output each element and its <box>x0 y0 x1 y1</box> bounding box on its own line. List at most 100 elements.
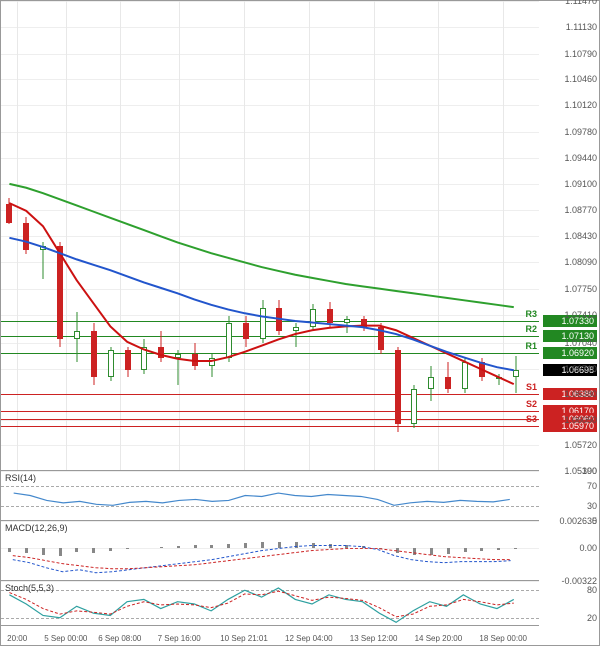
macd-hist-bar <box>295 542 298 548</box>
macd-hist-bar <box>261 542 264 548</box>
y-tick-label: 1.06710 <box>564 364 597 374</box>
x-tick-label: 13 Sep 12:00 <box>350 634 398 643</box>
sr-line-S3 <box>1 426 539 427</box>
y-tick-label: 1.07410 <box>564 310 597 320</box>
gridline-h <box>1 132 539 133</box>
y-axis-right: 1.053901.057201.060501.063801.067101.070… <box>539 1 599 645</box>
stoch-y-label: 20 <box>587 613 597 623</box>
rsi-overlay <box>1 471 539 520</box>
macd-hist-bar <box>126 548 129 549</box>
x-tick-label: 7 Sep 16:00 <box>158 634 201 643</box>
macd-panel[interactable]: MACD(12,26,9) <box>1 521 539 581</box>
macd-hist-bar <box>244 543 247 548</box>
gridline-h <box>1 158 539 159</box>
gridline-h <box>1 289 539 290</box>
x-tick-label: 12 Sep 04:00 <box>285 634 333 643</box>
y-tick-label: 1.07040 <box>564 338 597 348</box>
macd-gridline <box>1 548 539 549</box>
gridline-h <box>1 210 539 211</box>
gridline-v <box>309 1 310 470</box>
sr-line-R2 <box>1 336 539 337</box>
stoch-gridline <box>1 618 539 619</box>
rsi-y-label: 30 <box>587 501 597 511</box>
stoch-panel[interactable]: Stoch(5,5,3) <box>1 581 539 627</box>
macd-hist-bar <box>480 548 483 551</box>
gridline-v <box>66 1 67 470</box>
macd-hist-bar <box>413 548 416 555</box>
macd-hist-bar <box>194 545 197 548</box>
macd-hist-bar <box>210 545 213 548</box>
y-tick-label: 1.08430 <box>564 231 597 241</box>
y-tick-label: 1.07750 <box>564 284 597 294</box>
macd-hist-bar <box>345 545 348 548</box>
gridline-v <box>503 1 504 470</box>
gridline-v <box>244 1 245 470</box>
macd-y-label: 0.00 <box>579 543 597 553</box>
x-tick-label: 14 Sep 20:00 <box>415 634 463 643</box>
macd-hist-bar <box>312 543 315 548</box>
x-tick-label: 18 Sep 00:00 <box>479 634 527 643</box>
stoch-label: Stoch(5,5,3) <box>5 583 54 593</box>
gridline-h <box>1 184 539 185</box>
rsi-label: RSI(14) <box>5 473 36 483</box>
y-tick-label: 1.10790 <box>564 49 597 59</box>
macd-hist-bar <box>278 542 281 548</box>
y-tick-label: 1.09100 <box>564 179 597 189</box>
y-tick-label: 1.06050 <box>564 415 597 425</box>
y-tick-label: 1.09780 <box>564 127 597 137</box>
macd-overlay <box>1 521 539 580</box>
stoch-overlay <box>1 581 539 627</box>
y-tick-label: 1.08090 <box>564 257 597 267</box>
stoch-gridline <box>1 590 539 591</box>
gridline-v <box>179 1 180 470</box>
macd-hist-bar <box>430 548 433 555</box>
rsi-gridline <box>1 471 539 472</box>
main-price-panel[interactable]: R31.07330R21.07130R11.06920S11.06380S21.… <box>1 1 539 471</box>
chart-container[interactable]: R31.07330R21.07130R11.06920S11.06380S21.… <box>0 0 600 646</box>
sr-line-R3 <box>1 321 539 322</box>
macd-hist-bar <box>227 544 230 548</box>
macd-hist-bar <box>497 548 500 550</box>
gridline-v <box>438 1 439 470</box>
gridline-v <box>374 1 375 470</box>
gridline-h <box>1 27 539 28</box>
macd-label: MACD(12,26,9) <box>5 523 68 533</box>
gridline-h <box>1 445 539 446</box>
gridline-v <box>120 1 121 470</box>
macd-hist-bar <box>160 547 163 548</box>
macd-hist-bar <box>42 548 45 555</box>
y-tick-label: 1.05720 <box>564 440 597 450</box>
sr-label-R2: R2 <box>525 324 537 334</box>
sr-label-S1: S1 <box>526 382 537 392</box>
macd-hist-bar <box>447 548 450 554</box>
macd-hist-bar <box>362 546 365 548</box>
gridline-h <box>1 236 539 237</box>
sr-label-S3: S3 <box>526 414 537 424</box>
macd-hist-bar <box>8 548 11 552</box>
x-tick-label: 5 Sep 00:00 <box>44 634 87 643</box>
y-tick-label: 1.10460 <box>564 74 597 84</box>
rsi-panel[interactable]: RSI(14) <box>1 471 539 521</box>
gridline-h <box>1 1 539 2</box>
gridline-h <box>1 105 539 106</box>
stoch-y-label: 80 <box>587 585 597 595</box>
macd-hist-bar <box>396 548 399 553</box>
y-tick-label: 1.09440 <box>564 153 597 163</box>
y-tick-label: 1.11470 <box>565 0 597 6</box>
sr-line-R1 <box>1 353 539 354</box>
gridline-h <box>1 262 539 263</box>
rsi-y-label: 100 <box>582 466 597 476</box>
macd-hist-bar <box>379 548 382 549</box>
macd-hist-bar <box>514 548 517 549</box>
gridline-h <box>1 343 539 344</box>
macd-hist-bar <box>177 546 180 548</box>
gridline-h <box>1 54 539 55</box>
sr-line-S1 <box>1 394 539 395</box>
macd-hist-bar <box>92 548 95 553</box>
macd-hist-bar <box>59 548 62 556</box>
macd-gridline <box>1 521 539 522</box>
macd-hist-bar <box>464 548 467 552</box>
sr-label-R3: R3 <box>525 309 537 319</box>
x-tick-label: 10 Sep 21:01 <box>220 634 268 643</box>
sr-line-S3-a <box>1 419 539 420</box>
